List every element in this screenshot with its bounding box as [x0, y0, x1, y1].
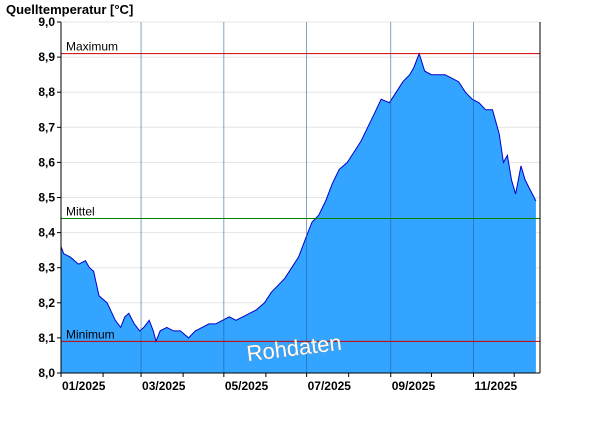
y-tick-label: 8,3 — [38, 261, 55, 275]
y-tick-label: 9,0 — [38, 15, 55, 29]
x-tick-label: 05/2025 — [225, 379, 269, 393]
y-tick-label: 8,0 — [38, 366, 55, 380]
month-gridlines — [140, 22, 474, 373]
x-tick-label: 01/2025 — [62, 379, 106, 393]
x-tick-label: 09/2025 — [392, 379, 436, 393]
y-tick-label: 8,4 — [38, 226, 55, 240]
area-fill — [61, 53, 536, 373]
y-tick-label: 8,7 — [38, 120, 55, 134]
y-tick-label: 8,5 — [38, 191, 55, 205]
y-tick-label: 8,8 — [38, 85, 55, 99]
x-tick-label: 07/2025 — [308, 379, 352, 393]
reference-lines: Maximum Mittel Minimum — [61, 40, 540, 342]
y-tick-label: 8,9 — [38, 50, 55, 64]
reference-label-maximum: Maximum — [66, 40, 118, 54]
x-axis-ticks: 01/2025 03/2025 05/2025 07/2025 09/2025 11/20… — [60, 373, 518, 393]
y-tick-label: 8,1 — [38, 331, 55, 345]
x-tick-label: 03/2025 — [142, 379, 186, 393]
y-axis-ticks: 8,0 8,1 8,2 8,3 8,4 8,5 8,6 8,7 8,8 8,9 9,0 — [38, 15, 61, 380]
y-tick-label: 8,2 — [38, 296, 55, 310]
reference-label-mittel: Mittel — [66, 205, 95, 219]
y-tick-label: 8,6 — [38, 155, 55, 169]
plot-area — [60, 52, 537, 373]
chart-title: Quelltemperatur [°C] — [6, 2, 133, 17]
series-line — [60, 52, 537, 344]
x-tick-label: 11/2025 — [475, 379, 518, 393]
reference-label-minimum: Minimum — [66, 327, 115, 341]
